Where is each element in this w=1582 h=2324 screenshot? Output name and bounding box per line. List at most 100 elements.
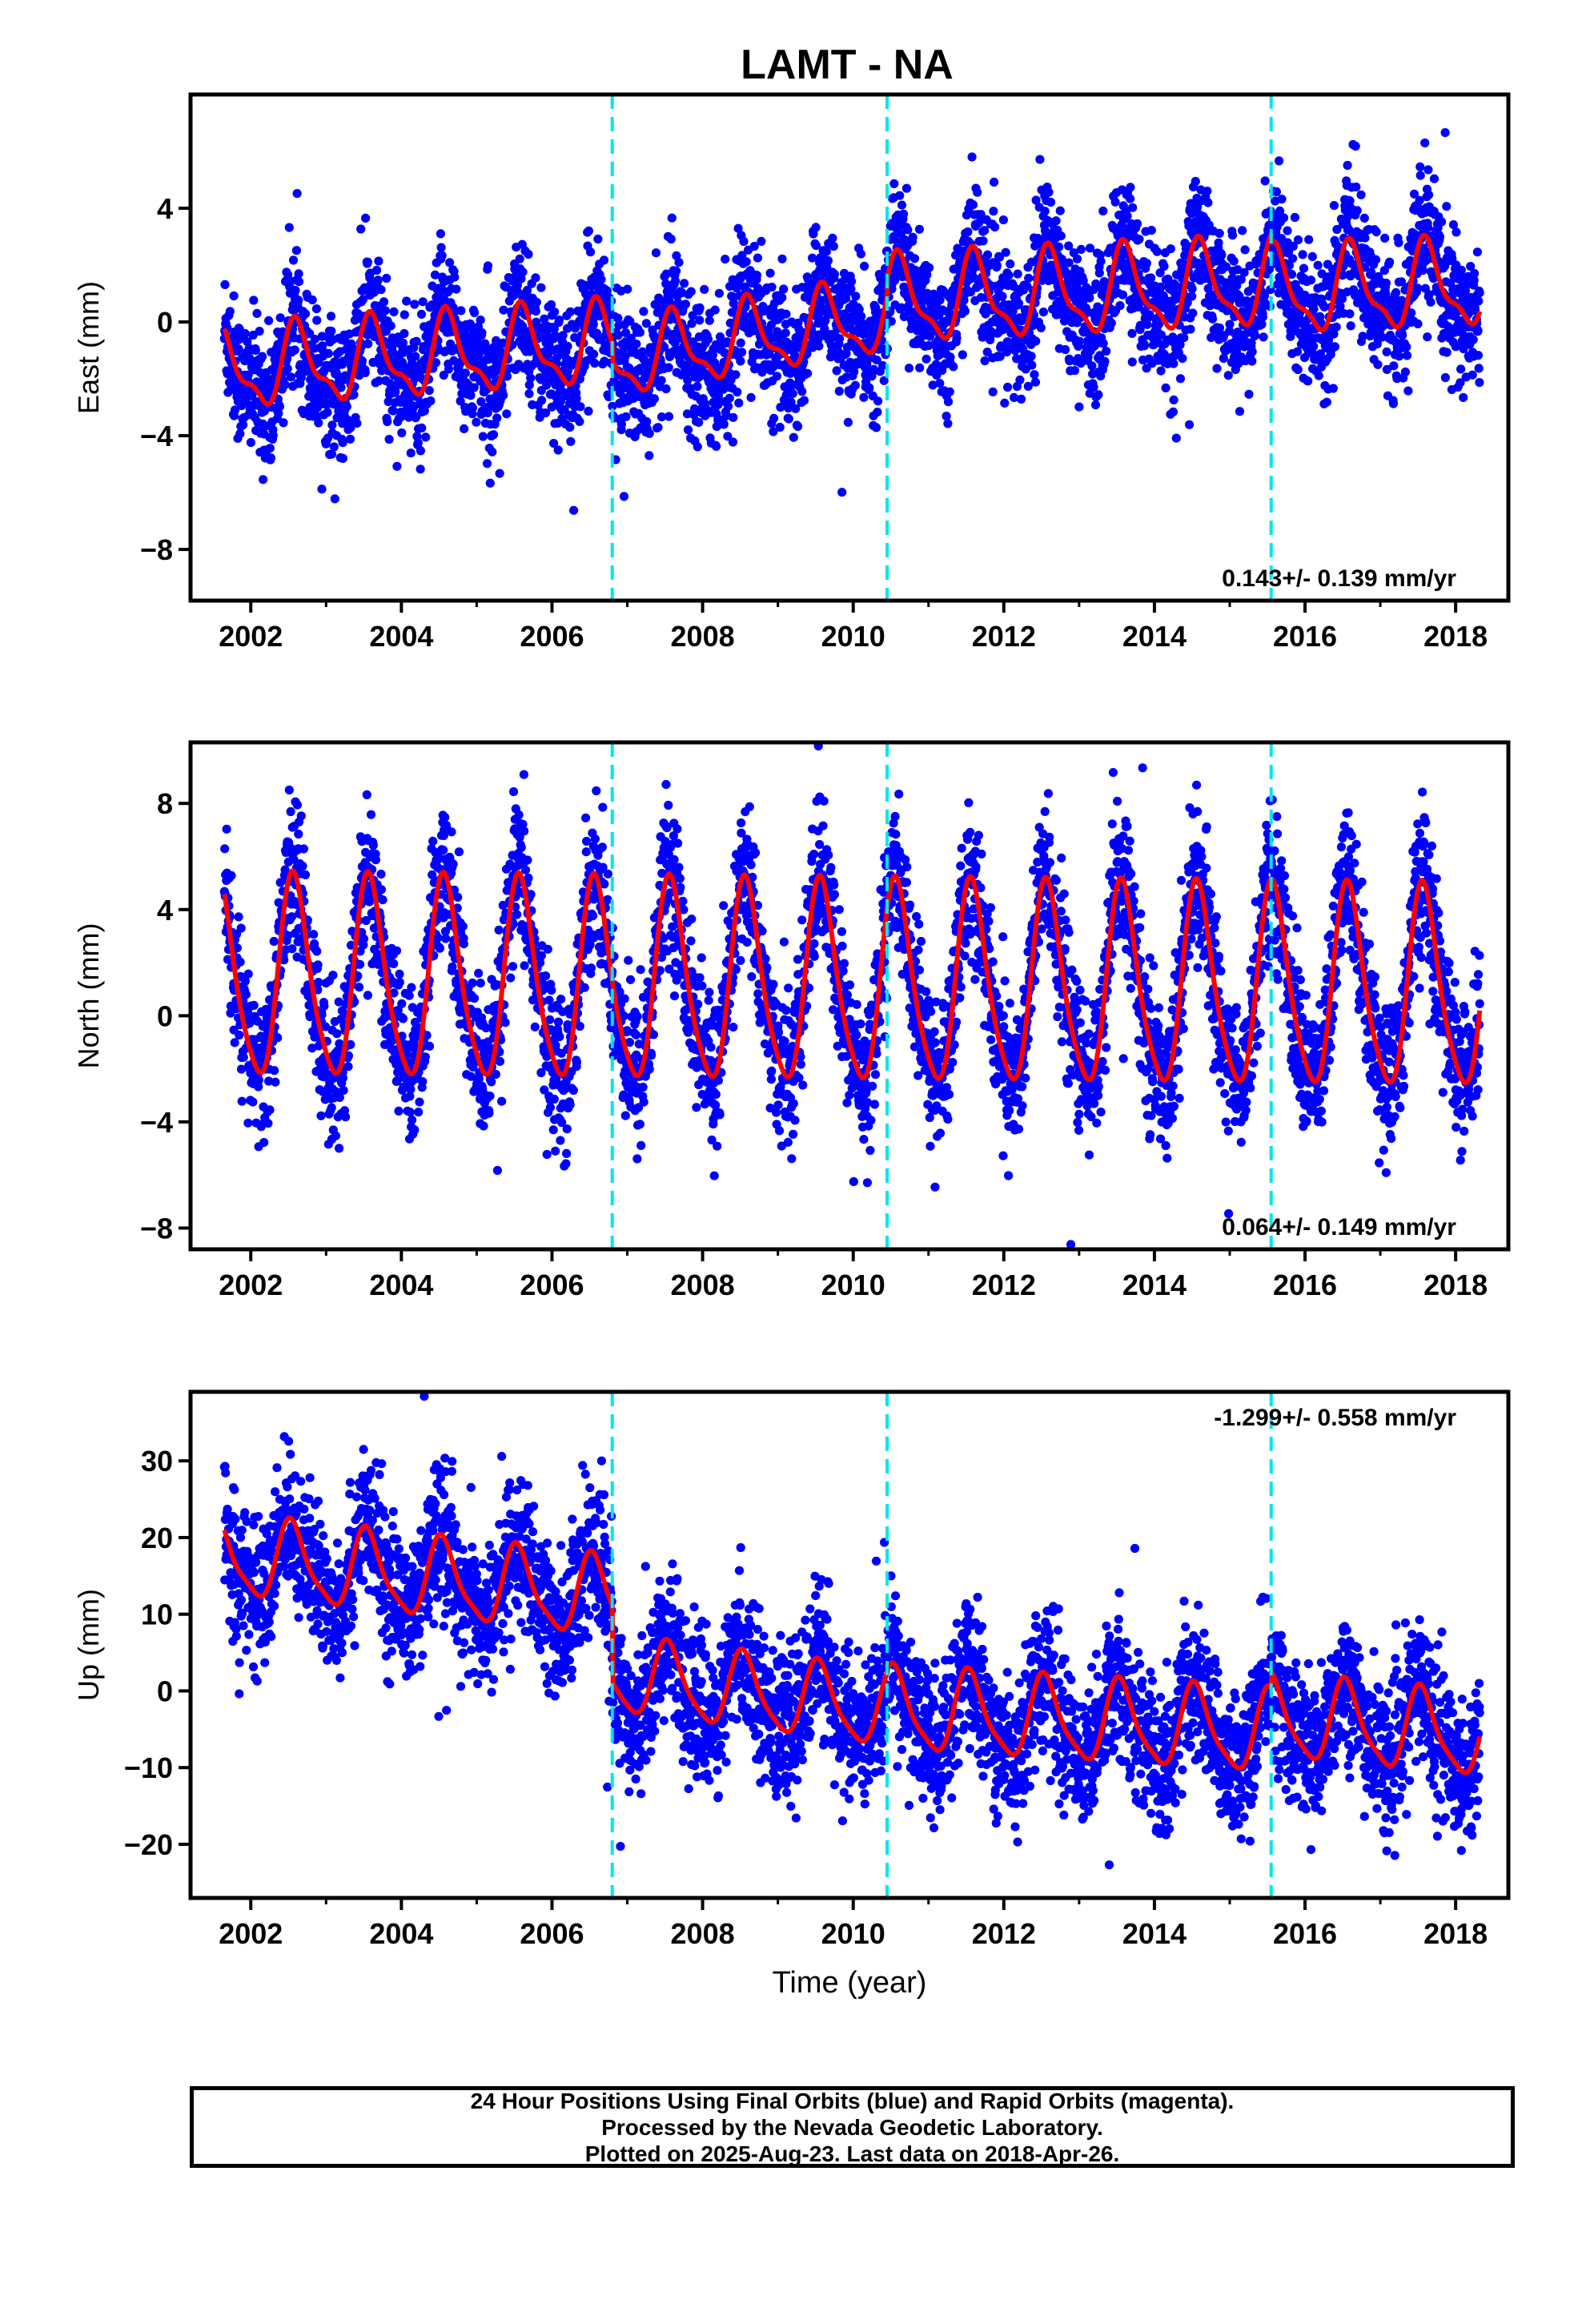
position-point (249, 296, 259, 305)
position-point (1307, 251, 1317, 261)
position-point (1127, 357, 1137, 367)
position-point (483, 261, 493, 271)
position-point (570, 324, 580, 333)
position-point (586, 282, 596, 292)
position-point (280, 380, 290, 389)
position-point (1381, 278, 1391, 288)
position-point (220, 279, 230, 289)
position-point (1003, 382, 1013, 392)
position-point (596, 275, 606, 284)
position-point (230, 405, 240, 415)
position-point (469, 383, 479, 392)
position-point (566, 436, 576, 446)
position-point (682, 409, 693, 419)
position-point (1094, 268, 1104, 278)
position-point (283, 364, 292, 373)
position-point (1171, 433, 1181, 443)
position-point (1403, 386, 1413, 396)
position-point (1142, 259, 1151, 268)
position-point (1279, 213, 1289, 223)
position-point (1314, 371, 1323, 380)
position-point (314, 418, 323, 428)
position-point (426, 396, 436, 406)
position-point (1472, 247, 1482, 257)
position-point (342, 402, 351, 412)
position-point (392, 461, 402, 471)
position-point (1277, 195, 1287, 204)
position-point (1415, 162, 1425, 171)
position-point (246, 438, 255, 448)
position-point (779, 284, 789, 294)
position-point (980, 356, 990, 366)
position-point (1306, 275, 1316, 285)
position-point (621, 412, 631, 421)
position-point (1452, 227, 1461, 237)
position-point (584, 226, 594, 235)
position-point (1413, 319, 1423, 328)
position-point (1070, 366, 1079, 376)
position-point (681, 300, 691, 309)
x-tick-label: 2018 (1423, 620, 1488, 653)
position-point (1030, 377, 1040, 387)
position-point (271, 1077, 280, 1087)
position-point (729, 412, 738, 422)
position-point (710, 305, 720, 315)
position-point (1001, 247, 1010, 257)
position-point (1470, 268, 1480, 279)
position-point (363, 257, 372, 267)
position-point (307, 295, 317, 305)
position-point (949, 362, 958, 372)
position-point (255, 327, 264, 336)
position-point (593, 234, 603, 244)
position-point (1006, 259, 1015, 269)
position-point (1426, 297, 1435, 307)
position-point (943, 419, 953, 428)
position-point (769, 413, 779, 424)
position-point (988, 387, 998, 396)
position-point (1156, 366, 1166, 376)
position-point (1468, 335, 1478, 344)
position-point (1161, 383, 1170, 392)
position-point (1247, 347, 1257, 356)
position-point (413, 438, 423, 448)
position-point (689, 404, 700, 413)
position-point (967, 152, 977, 162)
position-point (664, 412, 674, 421)
position-point (338, 1073, 347, 1083)
position-point (384, 435, 394, 444)
position-point (287, 944, 297, 954)
position-point (1456, 364, 1466, 374)
position-point (695, 316, 705, 325)
position-point (1359, 213, 1369, 223)
position-point (518, 321, 528, 331)
position-point (737, 348, 747, 357)
position-point (357, 356, 367, 366)
y-axis-label: East (mm) (72, 281, 105, 414)
position-point (397, 428, 407, 438)
position-point (335, 1144, 344, 1153)
y-tick-label: −8 (140, 533, 173, 566)
position-point (624, 364, 634, 374)
position-point (903, 225, 913, 235)
position-point (1017, 394, 1026, 404)
position-point (651, 248, 661, 258)
position-point (1100, 356, 1110, 366)
position-point (1098, 339, 1108, 348)
position-point (821, 247, 831, 256)
position-point (1346, 321, 1355, 331)
position-point (1090, 400, 1101, 410)
position-point (406, 448, 416, 458)
position-point (1380, 233, 1390, 243)
position-point (661, 384, 671, 394)
position-point (343, 1062, 353, 1072)
position-point (410, 300, 420, 309)
position-point (661, 269, 672, 279)
position-point (386, 321, 396, 331)
position-point (814, 341, 824, 351)
position-point (736, 338, 745, 348)
position-point (856, 249, 865, 259)
position-point (553, 445, 563, 455)
position-point (499, 305, 508, 315)
position-point (843, 417, 853, 428)
position-point (1146, 226, 1156, 235)
